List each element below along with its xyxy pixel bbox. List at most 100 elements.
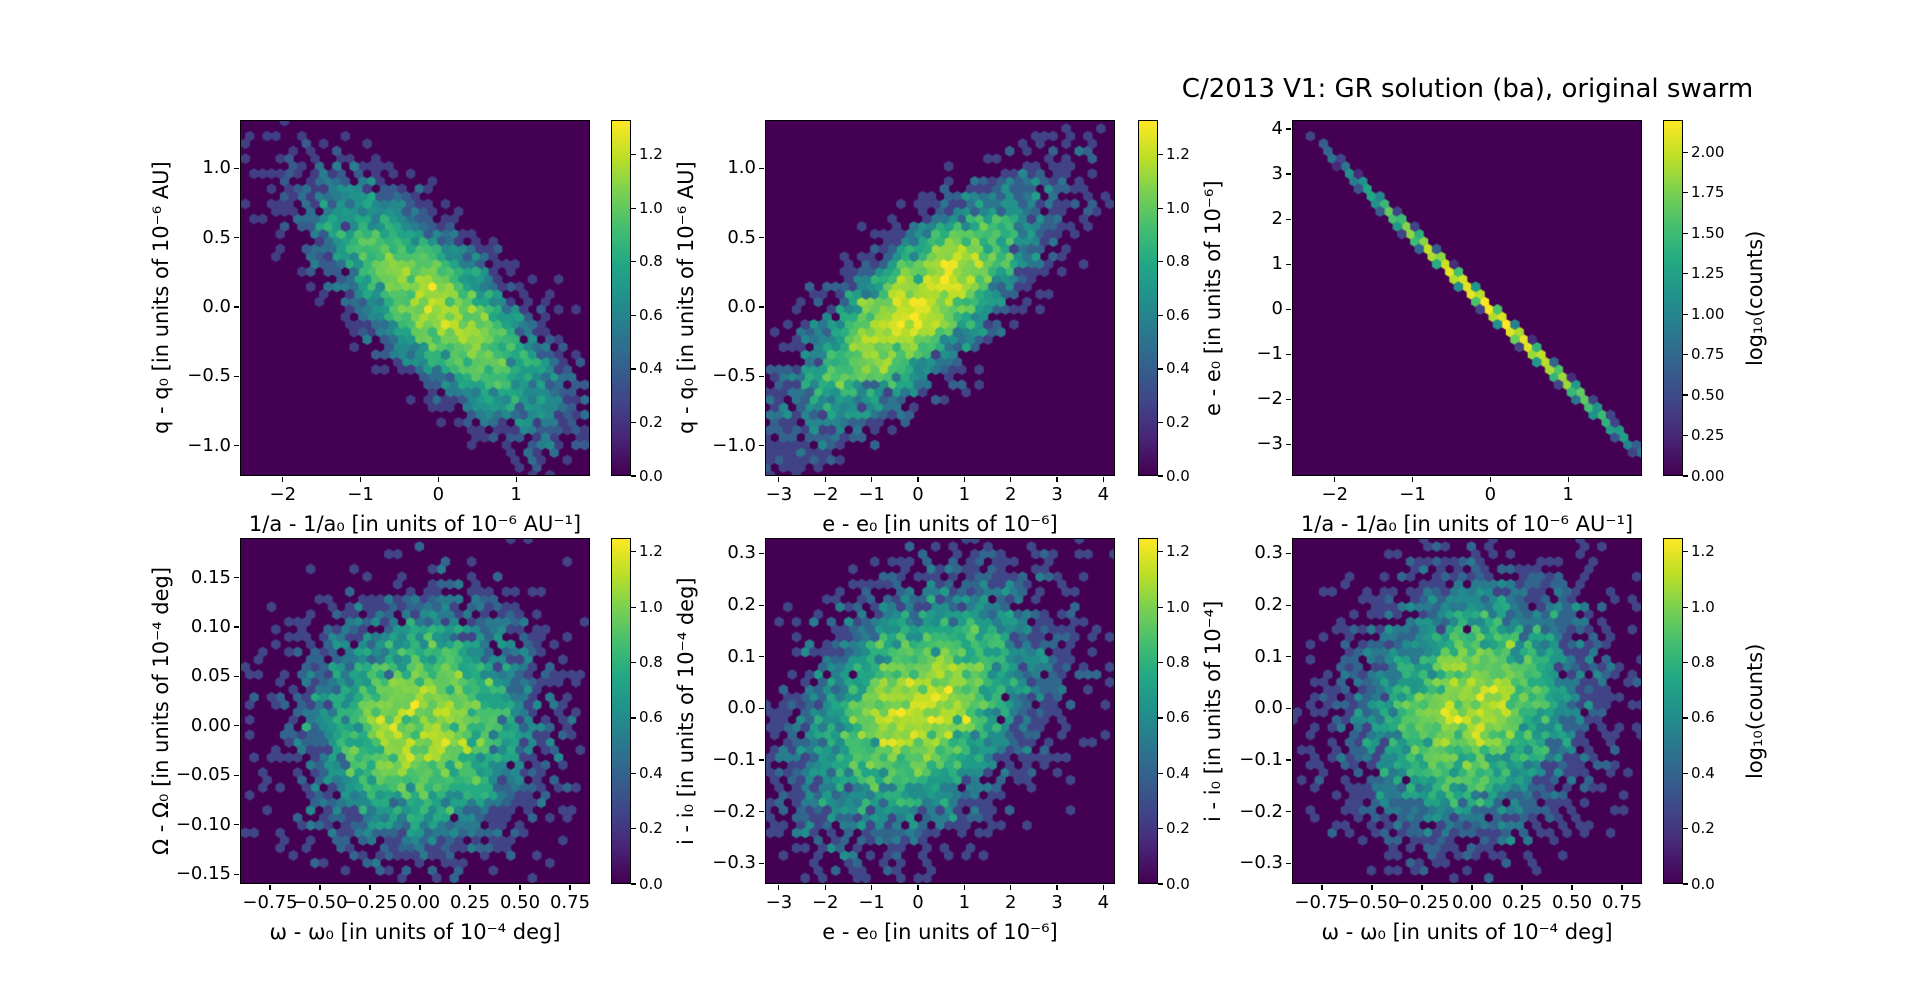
y-tick-mark: [234, 306, 239, 308]
plot-area: [1292, 120, 1642, 476]
colorbar-tick-label: 0.6: [1691, 708, 1715, 727]
y-tick-label: −0.1: [1239, 749, 1283, 771]
colorbar: [1663, 120, 1683, 476]
plot-area: [765, 120, 1115, 476]
y-tick-label: 2: [1271, 208, 1283, 230]
colorbar-tick-label: 0.2: [639, 412, 663, 431]
colorbar-tick-mark: [1683, 151, 1688, 153]
x-tick-label: −0.50: [292, 892, 348, 913]
colorbar-tick-mark: [1683, 354, 1688, 356]
x-tick-label: 0.50: [499, 892, 541, 913]
colorbar-tick-mark: [1683, 661, 1688, 664]
y-tick-mark: [759, 306, 764, 308]
colorbar-tick-mark: [631, 421, 636, 424]
y-tick-mark: [759, 707, 764, 709]
colorbar-tick-label: 0.6: [639, 708, 663, 727]
colorbar-tick-label: 1.0: [1691, 597, 1715, 616]
y-tick-mark: [1286, 443, 1291, 446]
x-tick-label: −3: [765, 892, 793, 913]
colorbar-tick-mark: [631, 314, 636, 316]
colorbar-tick-label: 1.2: [1166, 542, 1190, 561]
y-tick-mark: [1286, 353, 1291, 355]
colorbar: [1663, 538, 1683, 884]
colorbar-tick-mark: [1683, 606, 1688, 608]
x-tick-label: 0: [432, 484, 445, 505]
y-tick-label: −0.2: [712, 800, 756, 822]
colorbar-tick-label: 0.2: [639, 819, 663, 838]
colorbar-tick-label: 0.8: [1166, 252, 1190, 271]
y-tick-label: 0.05: [190, 665, 231, 687]
colorbar-tick-label: 0.0: [1166, 466, 1190, 485]
colorbar-tick-mark: [1158, 717, 1163, 719]
colorbar-tick-label: 0.0: [639, 466, 663, 485]
hexbin-plot-canvas: [1293, 539, 1641, 883]
colorbar-canvas: [1664, 121, 1682, 475]
hexbin-plot-canvas: [766, 539, 1114, 883]
colorbar-tick-mark: [631, 475, 636, 477]
y-tick-label: 0.2: [1254, 594, 1283, 616]
x-tick-label: −2: [269, 484, 297, 505]
x-tick-mark: [1471, 885, 1473, 890]
y-tick-label: 0: [1271, 298, 1283, 320]
x-tick-label: 2: [1004, 892, 1017, 913]
colorbar-tick-mark: [1158, 207, 1163, 209]
y-tick-label: −0.15: [175, 863, 231, 885]
x-tick-label: 0: [912, 484, 924, 505]
x-tick-mark: [369, 885, 371, 890]
colorbar-tick-label: 0.6: [1166, 708, 1190, 727]
x-tick-label: 4: [1097, 484, 1110, 505]
y-tick-label: 1.0: [202, 157, 231, 179]
colorbar-tick-label: 0.25: [1691, 426, 1725, 445]
colorbar-tick-label: 0.0: [639, 874, 663, 893]
x-tick-label: −0.75: [242, 892, 298, 913]
y-tick-mark: [234, 675, 239, 677]
y-tick-mark: [1286, 552, 1291, 555]
colorbar-tick-mark: [1158, 883, 1163, 885]
colorbar-tick-label: 0.4: [639, 763, 663, 782]
colorbar-canvas: [612, 539, 630, 883]
x-tick-mark: [824, 885, 826, 890]
colorbar-tick-mark: [1683, 717, 1688, 719]
colorbar-tick-label: 1.2: [1166, 145, 1190, 164]
colorbar-tick-mark: [1158, 606, 1163, 608]
y-tick-mark: [234, 444, 239, 447]
colorbar-tick-mark: [1683, 273, 1688, 275]
colorbar-tick-mark: [631, 154, 636, 156]
x-tick-mark: [569, 885, 571, 890]
colorbar-tick-mark: [1683, 192, 1688, 194]
x-tick-mark: [1421, 885, 1423, 890]
colorbar-tick-mark: [631, 717, 636, 719]
colorbar-tick-mark: [1158, 828, 1163, 830]
x-tick-label: 2: [1004, 484, 1017, 505]
x-tick-label: 0: [912, 892, 924, 913]
y-tick-mark: [234, 774, 239, 776]
y-tick-mark: [1286, 173, 1291, 175]
colorbar-canvas: [1139, 539, 1157, 883]
y-tick-mark: [234, 725, 239, 727]
colorbar-tick-mark: [1158, 368, 1163, 370]
x-tick-label: 1: [958, 484, 971, 505]
colorbar: [611, 538, 631, 884]
colorbar-tick-label: 0.8: [639, 653, 663, 672]
x-tick-mark: [1371, 885, 1373, 890]
y-tick-label: 1: [1271, 253, 1283, 275]
colorbar-tick-mark: [1158, 475, 1163, 477]
colorbar-tick-mark: [631, 883, 636, 885]
colorbar-tick-label: 0.50: [1691, 385, 1725, 404]
x-tick-mark: [519, 885, 521, 890]
figure-title: C/2013 V1: GR solution (ba), original sw…: [1181, 74, 1754, 104]
x-axis-label: ω - ω₀ [in units of 10⁻⁴ deg]: [1321, 920, 1613, 944]
colorbar: [611, 120, 631, 476]
colorbar-tick-label: 1.0: [639, 198, 663, 217]
x-tick-mark: [1102, 477, 1104, 482]
x-tick-mark: [419, 885, 421, 890]
y-tick-label: 0.15: [190, 566, 231, 588]
x-tick-label: 0.75: [549, 892, 591, 913]
colorbar-tick-label: 1.2: [639, 542, 663, 561]
x-tick-label: 1: [958, 892, 971, 913]
colorbar-tick-mark: [1158, 551, 1163, 553]
colorbar-tick-mark: [631, 207, 636, 209]
hexbin-plot-canvas: [241, 539, 589, 883]
x-tick-label: −1: [858, 484, 885, 505]
y-tick-label: 0.00: [190, 714, 231, 736]
